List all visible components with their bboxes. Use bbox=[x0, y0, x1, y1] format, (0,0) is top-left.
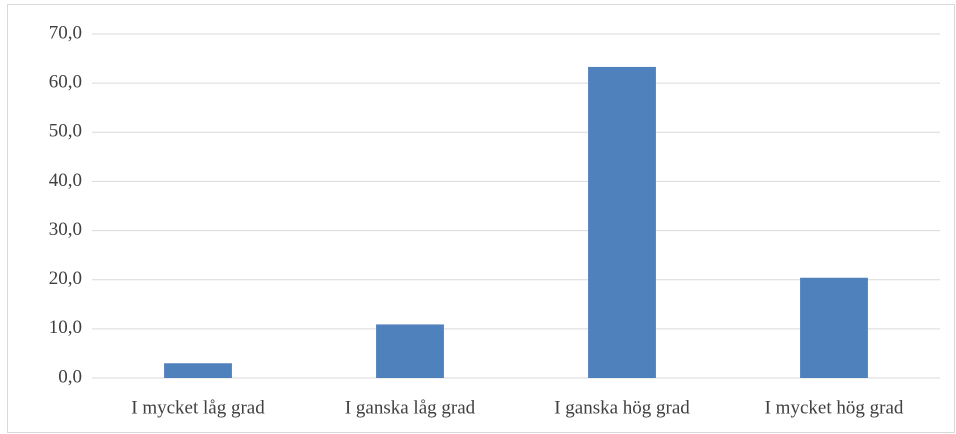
y-tick-label: 70,0 bbox=[49, 22, 82, 43]
y-tick-label: 10,0 bbox=[49, 317, 82, 338]
y-tick-label: 40,0 bbox=[49, 170, 82, 191]
y-tick-label: 60,0 bbox=[49, 72, 82, 93]
x-tick-label: I mycket låg grad bbox=[131, 397, 265, 418]
bar bbox=[376, 324, 444, 378]
chart-frame bbox=[7, 4, 955, 433]
x-tick-label: I mycket hög grad bbox=[765, 397, 904, 418]
y-tick-label: 20,0 bbox=[49, 268, 82, 289]
x-tick-label: I ganska hög grad bbox=[554, 397, 690, 418]
y-tick-label: 50,0 bbox=[49, 121, 82, 142]
bar bbox=[588, 66, 656, 378]
x-tick-label: I ganska låg grad bbox=[345, 397, 476, 418]
y-tick-label: 0,0 bbox=[58, 366, 82, 387]
y-tick-label: 30,0 bbox=[49, 219, 82, 240]
bar bbox=[164, 363, 232, 378]
bar bbox=[800, 277, 868, 378]
